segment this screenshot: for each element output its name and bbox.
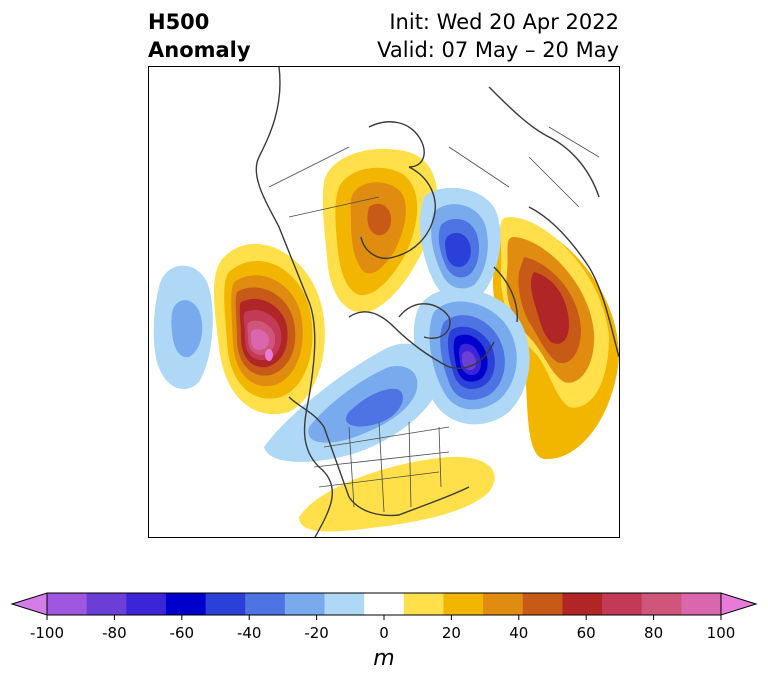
colorbar-bin	[443, 593, 484, 615]
colorbar-tick-label: 20	[441, 624, 461, 642]
colorbar-bin	[324, 593, 365, 615]
colorbar-tick-label: -20	[304, 624, 329, 642]
colorbar-tick-label: 40	[509, 624, 529, 642]
colorbar-bin	[47, 593, 88, 615]
colorbar-bin	[562, 593, 603, 615]
anomaly-pacific-positive	[214, 243, 325, 415]
state-borders	[268, 126, 600, 513]
anomaly-siberia-negative	[413, 288, 530, 425]
colorbar-bin	[602, 593, 643, 615]
anomaly-canada-negative	[264, 343, 441, 462]
colorbar-tick-label: -60	[169, 624, 195, 642]
colorbar-bin	[641, 593, 682, 615]
colorbar-bin	[284, 593, 326, 615]
anomaly-map	[153, 67, 619, 537]
title-left: H500 Anomaly	[148, 8, 251, 64]
colorbar-bin	[483, 593, 524, 615]
colorbar-tick-label: -40	[236, 624, 262, 642]
anomaly-north-positive	[322, 148, 438, 313]
colorbar-extend-high	[720, 592, 758, 616]
colorbar-bin	[126, 593, 167, 615]
colorbar-extend-low	[10, 592, 48, 616]
colorbar-bin	[86, 593, 127, 615]
colorbar-bin	[205, 593, 246, 615]
anomaly-central-pacific-negative	[153, 265, 213, 390]
colorbar-tick-label: 60	[576, 624, 596, 642]
colorbar-bin	[522, 593, 563, 615]
colorbar-bin	[681, 593, 722, 615]
colorbar-bin	[403, 593, 444, 615]
colorbar-tick-label: -80	[102, 624, 127, 642]
title-right: Init: Wed 20 Apr 2022 Valid: 07 May – 20…	[377, 8, 619, 64]
coastlines	[255, 67, 619, 537]
title-anomaly: Anomaly	[148, 38, 251, 62]
colorbar-tick-label: -100	[29, 624, 65, 642]
colorbar-units: m	[373, 646, 395, 671]
colorbar-tick-label: 100	[706, 624, 736, 642]
colorbar	[10, 592, 758, 620]
colorbar-tick-label: 0	[379, 624, 389, 642]
colorbar-bin	[245, 593, 286, 615]
colorbar-bin	[165, 593, 207, 615]
title-variable: H500	[148, 10, 210, 34]
anomaly-east-asia-positive	[493, 217, 619, 460]
map-panel	[148, 66, 620, 538]
anomaly-barents-negative	[419, 187, 501, 301]
valid-time: Valid: 07 May – 20 May	[377, 38, 619, 62]
colorbar-tick-label: 80	[644, 624, 664, 642]
colorbar-bin	[364, 593, 405, 615]
init-time: Init: Wed 20 Apr 2022	[389, 10, 619, 34]
anomaly-southeast-us-positive	[299, 456, 495, 532]
